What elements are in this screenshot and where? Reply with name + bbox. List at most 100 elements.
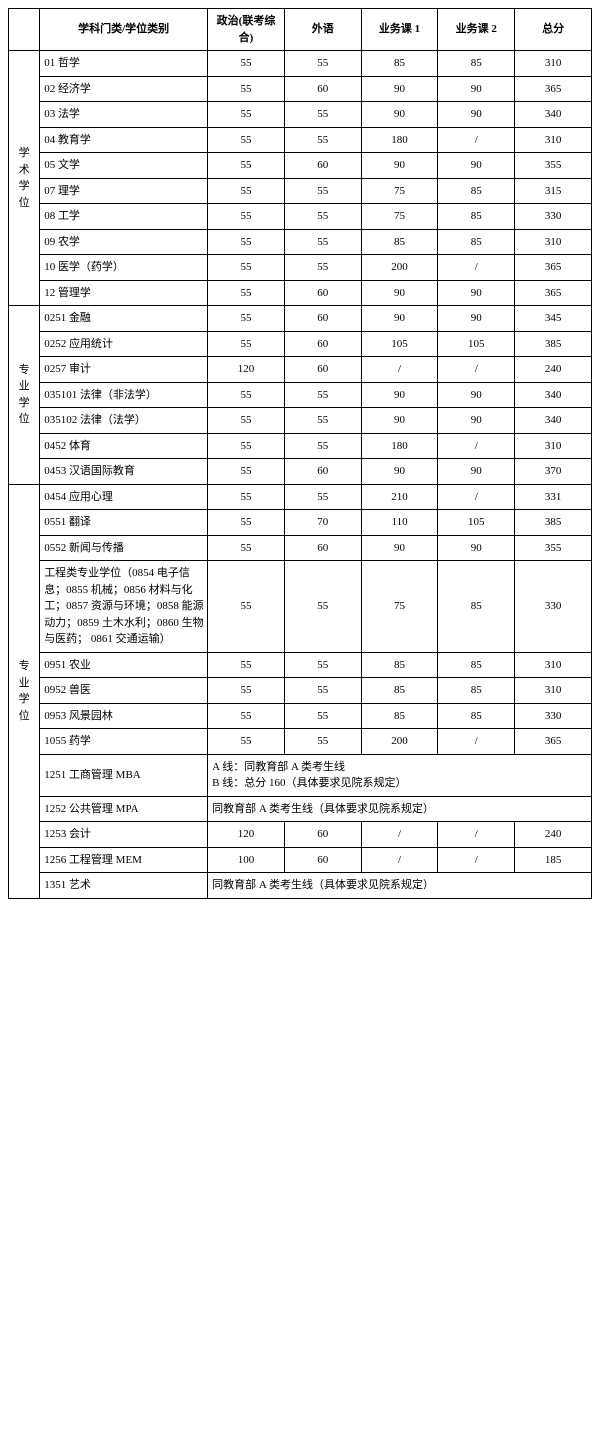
score-cell: 85 xyxy=(438,703,515,729)
subject-cell: 0251 金融 xyxy=(40,306,208,332)
table-row: 1256 工程管理 MEM10060//185 xyxy=(9,847,592,873)
subject-cell: 0552 新闻与传播 xyxy=(40,535,208,561)
score-cell: 355 xyxy=(515,535,592,561)
score-cell: 55 xyxy=(284,408,361,434)
score-cell: 55 xyxy=(208,306,285,332)
score-cell: 60 xyxy=(284,76,361,102)
score-cell: 60 xyxy=(284,306,361,332)
score-cell: 340 xyxy=(515,382,592,408)
score-cell: 330 xyxy=(515,703,592,729)
score-cell: 55 xyxy=(284,102,361,128)
score-cell: 85 xyxy=(438,678,515,704)
score-cell: / xyxy=(438,729,515,755)
score-cell: 85 xyxy=(438,178,515,204)
table-row: 1253 会计12060//240 xyxy=(9,822,592,848)
score-cell: 60 xyxy=(284,331,361,357)
score-cell: 90 xyxy=(438,459,515,485)
score-cell: 90 xyxy=(361,382,438,408)
score-cell: 110 xyxy=(361,510,438,536)
score-cell: 55 xyxy=(208,76,285,102)
score-cell: 55 xyxy=(208,459,285,485)
header-course1: 业务课 1 xyxy=(361,9,438,51)
score-cell: 55 xyxy=(208,102,285,128)
subject-cell: 01 哲学 xyxy=(40,51,208,77)
table-row: 0252 应用统计5560105105385 xyxy=(9,331,592,357)
subject-cell: 035101 法律（非法学） xyxy=(40,382,208,408)
subject-cell: 0452 体育 xyxy=(40,433,208,459)
table-row: 08 工学55557585330 xyxy=(9,204,592,230)
score-cell: 90 xyxy=(361,153,438,179)
score-cell: / xyxy=(438,127,515,153)
subject-cell: 02 经济学 xyxy=(40,76,208,102)
score-cell: 90 xyxy=(361,459,438,485)
score-cell: 105 xyxy=(361,331,438,357)
score-cell: 90 xyxy=(438,535,515,561)
score-cell: 85 xyxy=(438,204,515,230)
merged-cell: 同教育部 A 类考生线（具体要求见院系规定） xyxy=(208,873,592,899)
score-cell: 55 xyxy=(208,561,285,653)
score-cell: 85 xyxy=(361,229,438,255)
header-total: 总分 xyxy=(515,9,592,51)
score-cell: 55 xyxy=(284,703,361,729)
score-cell: 55 xyxy=(208,229,285,255)
score-cell: 60 xyxy=(284,847,361,873)
table-row: 1351 艺术同教育部 A 类考生线（具体要求见院系规定） xyxy=(9,873,592,899)
table-row: 专 业 学 位0251 金融55609090345 xyxy=(9,306,592,332)
score-cell: 310 xyxy=(515,433,592,459)
subject-cell: 1253 会计 xyxy=(40,822,208,848)
subject-cell: 工程类专业学位（0854 电子信息；0855 机械；0856 材料与化工；085… xyxy=(40,561,208,653)
subject-cell: 1256 工程管理 MEM xyxy=(40,847,208,873)
table-row: 02 经济学55609090365 xyxy=(9,76,592,102)
score-cell: 55 xyxy=(284,484,361,510)
score-cell: 55 xyxy=(284,51,361,77)
score-cell: 55 xyxy=(208,382,285,408)
header-course2: 业务课 2 xyxy=(438,9,515,51)
score-cell: 120 xyxy=(208,357,285,383)
score-cell: 310 xyxy=(515,229,592,255)
table-row: 03 法学55559090340 xyxy=(9,102,592,128)
score-cell: 60 xyxy=(284,280,361,306)
merged-cell: A 线：同教育部 A 类考生线 B 线：总分 160（具体要求见院系规定） xyxy=(208,754,592,796)
header-subject: 学科门类/学位类别 xyxy=(40,9,208,51)
score-cell: 240 xyxy=(515,357,592,383)
subject-cell: 035102 法律（法学） xyxy=(40,408,208,434)
score-cell: 85 xyxy=(361,703,438,729)
score-cell: 310 xyxy=(515,51,592,77)
subject-cell: 09 农学 xyxy=(40,229,208,255)
score-cell: 55 xyxy=(284,678,361,704)
table-row: 035101 法律（非法学）55559090340 xyxy=(9,382,592,408)
table-row: 04 教育学5555180/310 xyxy=(9,127,592,153)
score-cell: / xyxy=(438,357,515,383)
score-cell: 370 xyxy=(515,459,592,485)
score-cell: 185 xyxy=(515,847,592,873)
score-cell: 90 xyxy=(361,280,438,306)
score-cell: 55 xyxy=(284,433,361,459)
group-label: 专 业 学 位 xyxy=(9,484,40,898)
score-cell: 60 xyxy=(284,822,361,848)
score-cell: 330 xyxy=(515,561,592,653)
subject-cell: 0252 应用统计 xyxy=(40,331,208,357)
header-foreign: 外语 xyxy=(284,9,361,51)
subject-cell: 08 工学 xyxy=(40,204,208,230)
score-cell: 90 xyxy=(361,102,438,128)
subject-cell: 07 理学 xyxy=(40,178,208,204)
score-cell: 340 xyxy=(515,408,592,434)
score-cell: 90 xyxy=(438,382,515,408)
score-cell: 75 xyxy=(361,561,438,653)
table-row: 0552 新闻与传播55609090355 xyxy=(9,535,592,561)
score-cell: 105 xyxy=(438,510,515,536)
table-row: 09 农学55558585310 xyxy=(9,229,592,255)
table-row: 1252 公共管理 MPA同教育部 A 类考生线（具体要求见院系规定） xyxy=(9,796,592,822)
subject-cell: 1351 艺术 xyxy=(40,873,208,899)
score-cell: 340 xyxy=(515,102,592,128)
score-cell: 55 xyxy=(284,178,361,204)
table-row: 0551 翻译5570110105385 xyxy=(9,510,592,536)
score-cell: 55 xyxy=(208,178,285,204)
score-cell: 385 xyxy=(515,510,592,536)
subject-cell: 1251 工商管理 MBA xyxy=(40,754,208,796)
score-cell: 90 xyxy=(361,76,438,102)
score-cell: 60 xyxy=(284,153,361,179)
table-row: 0453 汉语国际教育55609090370 xyxy=(9,459,592,485)
score-cell: 90 xyxy=(361,408,438,434)
subject-cell: 12 管理学 xyxy=(40,280,208,306)
